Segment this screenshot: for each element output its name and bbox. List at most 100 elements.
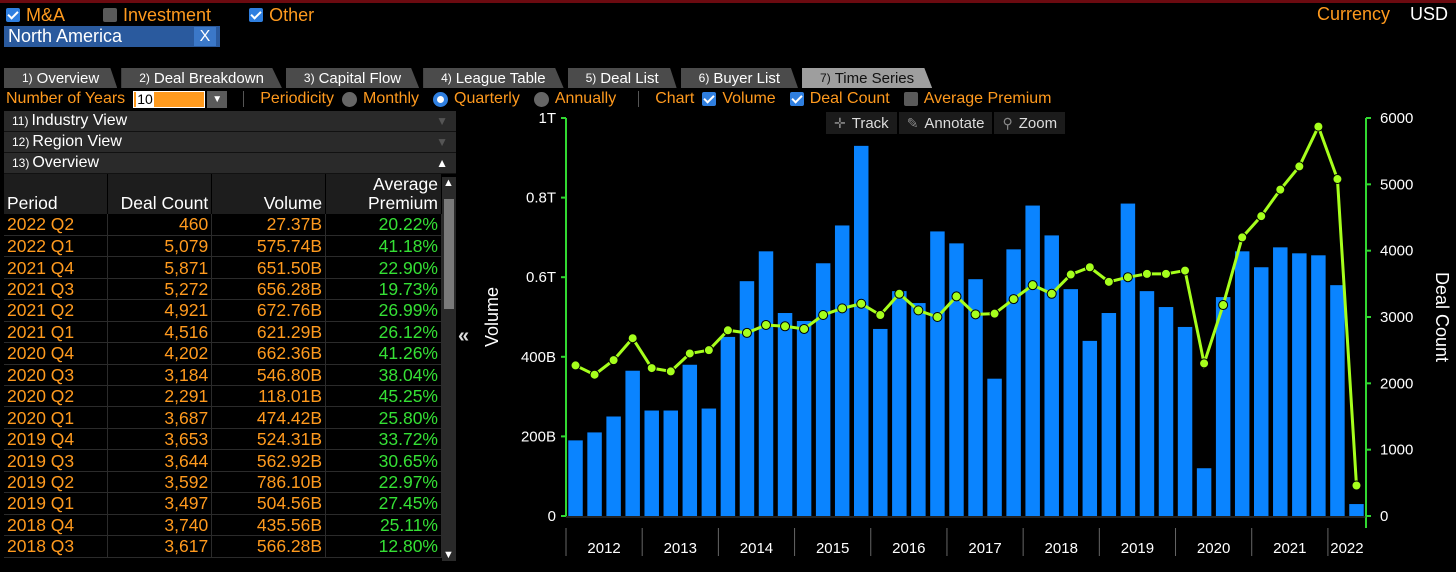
- tab-league-table[interactable]: 4) League Table: [423, 68, 564, 88]
- header-volume[interactable]: Volume: [211, 174, 327, 214]
- x-tick-label: 2020: [1197, 540, 1230, 557]
- checkbox-icon[interactable]: [789, 92, 804, 106]
- toggle-average-premium[interactable]: Average Premium: [903, 90, 1052, 108]
- y-tick-label: 0: [548, 508, 556, 525]
- radio-monthly[interactable]: Monthly: [342, 90, 419, 108]
- tab-number: 4): [441, 71, 452, 85]
- table-row[interactable]: 2021 Q2 4,921 672.76B 26.99%: [4, 299, 442, 322]
- toggle-deal-count[interactable]: Deal Count: [789, 90, 890, 108]
- x-tick-label: 2021: [1273, 540, 1306, 557]
- filter-ma[interactable]: M&A: [6, 5, 65, 26]
- tab-capital-flow[interactable]: 3) Capital Flow: [285, 68, 420, 88]
- tab-number: 6): [698, 71, 710, 85]
- table-row[interactable]: 2021 Q1 4,516 621.29B 26.12%: [4, 321, 442, 344]
- toggle-volume[interactable]: Volume: [702, 90, 776, 108]
- table-row[interactable]: 2019 Q2 3,592 786.10B 22.97%: [4, 471, 442, 494]
- chevron-down-icon[interactable]: ▼: [436, 114, 448, 128]
- checkbox-icon[interactable]: [6, 8, 20, 22]
- radio-quarterly[interactable]: Quarterly: [433, 90, 520, 108]
- section-region-view[interactable]: 12) Region View ▼: [4, 132, 456, 153]
- table-row[interactable]: 2020 Q2 2,291 118.01B 45.25%: [4, 385, 442, 408]
- section-industry-view[interactable]: 11) Industry View ▼: [4, 111, 456, 132]
- table-row[interactable]: 2021 Q4 5,871 651.50B 22.90%: [4, 256, 442, 279]
- deal-count-point: [608, 355, 619, 366]
- tab-deal-breakdown[interactable]: 2) Deal Breakdown: [121, 68, 282, 88]
- table-row[interactable]: 2018 Q3 3,617 566.28B 12.80%: [4, 535, 442, 558]
- chevron-up-icon[interactable]: ▲: [436, 156, 448, 170]
- cell-deal-count: 3,653: [107, 428, 213, 451]
- filter-other[interactable]: Other: [249, 5, 314, 26]
- cell-volume: 562.92B: [211, 449, 327, 472]
- table-scrollbar[interactable]: ▲ ▼: [442, 177, 456, 561]
- deal-count-point: [1161, 268, 1171, 279]
- track-button[interactable]: ✛ Track: [826, 112, 897, 134]
- radio-icon[interactable]: [342, 91, 357, 107]
- checkbox-icon[interactable]: [103, 8, 118, 22]
- table-row[interactable]: 2020 Q4 4,202 662.36B 41.26%: [4, 342, 442, 365]
- radio-icon[interactable]: [533, 91, 549, 107]
- tab-label: Buyer List: [713, 69, 781, 87]
- volume-bar: [854, 145, 869, 517]
- deal-count-point: [989, 308, 1000, 319]
- volume-bar: [1158, 307, 1174, 516]
- collapse-panel-icon[interactable]: «: [458, 325, 470, 347]
- deal-count-point: [1256, 211, 1267, 222]
- volume-bar: [968, 279, 983, 516]
- section-overview[interactable]: 13) Overview ▲: [4, 153, 456, 174]
- header-average-premium[interactable]: Average Premium: [325, 174, 442, 214]
- close-icon[interactable]: X: [194, 27, 216, 46]
- cell-deal-count: 3,687: [107, 406, 213, 429]
- cell-period: 2021 Q4: [4, 256, 109, 279]
- checkbox-icon[interactable]: [903, 92, 918, 106]
- radio-selected-icon[interactable]: [433, 91, 449, 107]
- header-deal-count[interactable]: Deal Count: [107, 174, 213, 214]
- table-row[interactable]: 2022 Q2 460 27.37B 20.22%: [4, 214, 442, 236]
- table-row[interactable]: 2018 Q4 3,740 435.56B 25.11%: [4, 514, 442, 537]
- volume-bar: [930, 231, 945, 516]
- table-row[interactable]: 2019 Q3 3,644 562.92B 30.65%: [4, 449, 442, 472]
- table-row[interactable]: 2019 Q1 3,497 504.56B 27.45%: [4, 492, 442, 515]
- currency-selector[interactable]: Currency USD: [1317, 4, 1448, 25]
- y-tick-label: 200B: [521, 428, 556, 445]
- table-row[interactable]: 2022 Q1 5,079 575.74B 41.18%: [4, 235, 442, 258]
- volume-bar: [1311, 255, 1326, 516]
- tab-time-series[interactable]: 7) Time Series: [802, 68, 933, 88]
- deal-count-point: [761, 319, 771, 330]
- checkbox-icon[interactable]: [702, 92, 717, 106]
- table-row[interactable]: 2020 Q1 3,687 474.42B 25.80%: [4, 406, 442, 429]
- annotate-button[interactable]: ✎ Annotate: [898, 112, 993, 134]
- scroll-down-icon[interactable]: ▼: [443, 549, 454, 561]
- section-number: 13): [12, 156, 30, 170]
- zoom-button[interactable]: ⚲ Zoom: [994, 112, 1066, 134]
- tab-buyer-list[interactable]: 6) Buyer List: [680, 68, 799, 88]
- table-body: 2022 Q2 460 27.37B 20.22% 2022 Q1 5,079 575.74…: [4, 214, 442, 558]
- scroll-up-icon[interactable]: ▲: [443, 177, 454, 189]
- currency-value[interactable]: USD: [1409, 4, 1448, 24]
- cell-premium: 38.04%: [325, 364, 442, 387]
- annotate-label: Annotate: [924, 114, 985, 132]
- chevron-down-icon[interactable]: ▼: [207, 90, 228, 108]
- volume-bar: [949, 243, 964, 516]
- years-input[interactable]: 10: [133, 90, 206, 108]
- x-tick-label: 2022: [1330, 540, 1363, 557]
- table-row[interactable]: 2020 Q3 3,184 546.80B 38.04%: [4, 364, 442, 387]
- cell-premium: 22.90%: [325, 256, 442, 279]
- tab-deal-list[interactable]: 5) Deal List: [567, 68, 677, 88]
- deal-count-point: [1122, 272, 1133, 283]
- header-period[interactable]: Period: [4, 174, 109, 214]
- filter-investment[interactable]: Investment: [103, 5, 211, 26]
- section-label: Industry View: [31, 112, 128, 129]
- chevron-down-icon[interactable]: ▼: [436, 135, 448, 149]
- scrollbar-thumb[interactable]: [444, 199, 454, 309]
- table-row[interactable]: 2021 Q3 5,272 656.28B 19.73%: [4, 278, 442, 301]
- radio-label: Annually: [554, 90, 617, 107]
- tab-overview[interactable]: 1) Overview: [4, 68, 118, 88]
- cell-volume: 524.31B: [211, 428, 327, 451]
- cell-period: 2022 Q1: [4, 235, 109, 258]
- table-row[interactable]: 2019 Q4 3,653 524.31B 33.72%: [4, 428, 442, 451]
- volume-bar: [1063, 289, 1078, 516]
- cell-volume: 118.01B: [211, 385, 327, 408]
- checkbox-icon[interactable]: [249, 8, 264, 22]
- radio-annually[interactable]: Annually: [533, 90, 617, 108]
- section-number: 12): [12, 135, 30, 149]
